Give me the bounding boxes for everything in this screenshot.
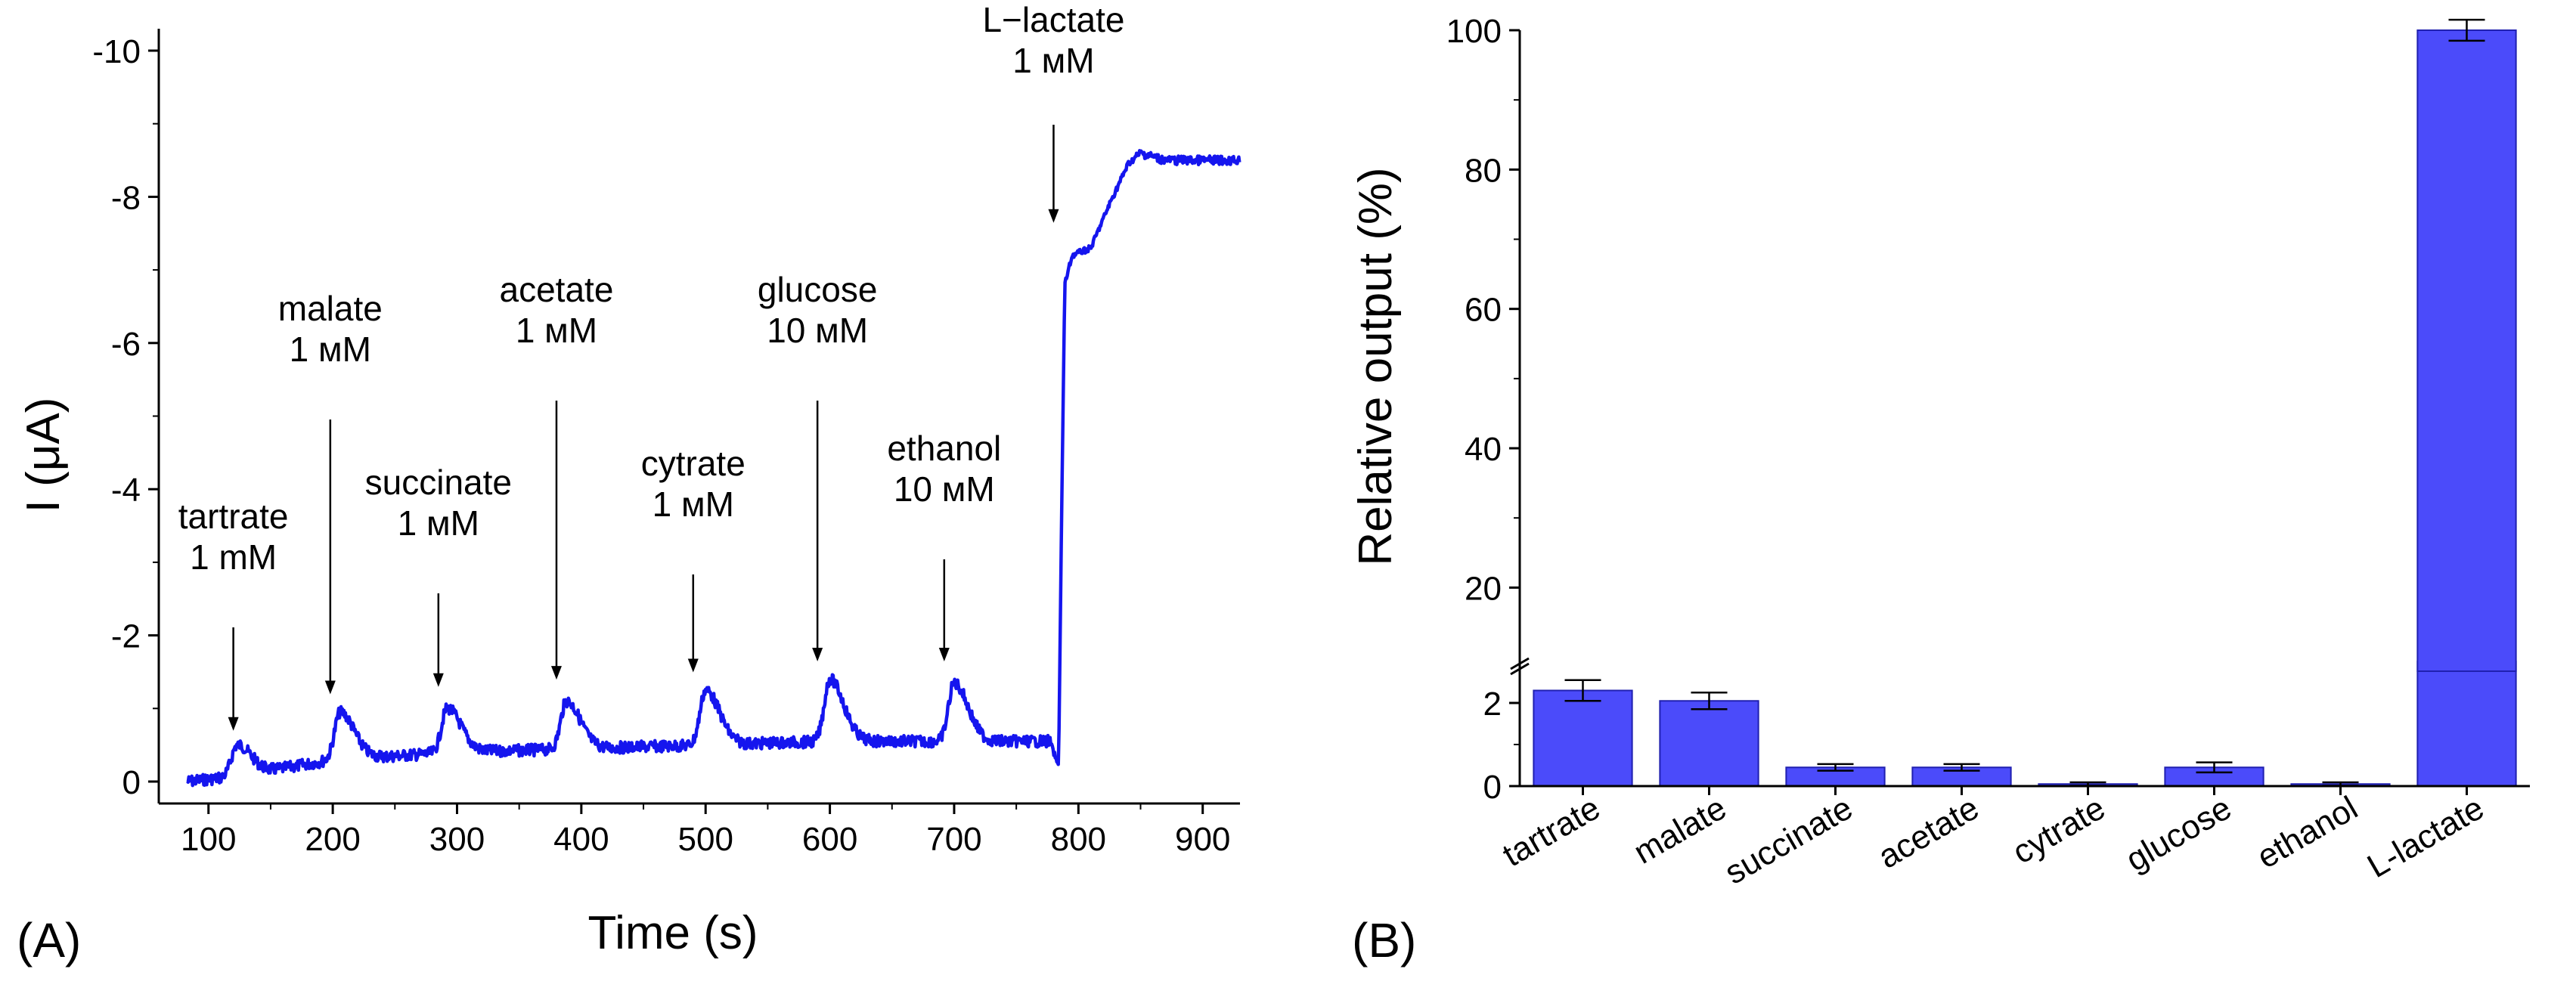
y-tick-label: -2 [111, 618, 141, 655]
category-label: glucose [2120, 789, 2238, 878]
annotation-name: malate [278, 289, 383, 328]
x-tick-label: 300 [429, 821, 485, 858]
annotation-concentration: 10 мМ [767, 311, 868, 350]
y-tick-label: 80 [1465, 152, 1502, 189]
x-tick-label: 100 [181, 821, 236, 858]
annotation-name: succinate [365, 463, 512, 502]
annotation-name: acetate [500, 270, 614, 309]
annotation-arrow-head [938, 647, 950, 661]
panel-a-axes: 100 200 300 400 500 600 700 800 900 0 -2 -4 -6 -8 -10 [92, 29, 1240, 858]
bars-layer [1533, 18, 2517, 787]
category-label: ethanol [2251, 789, 2364, 876]
annotation-arrow-head [228, 717, 239, 731]
x-tick-label: 900 [1175, 821, 1230, 858]
annotation-concentration: 1 мМ [398, 503, 479, 543]
bar-l-lactate [2416, 18, 2517, 787]
bar-succinate [1785, 763, 1886, 787]
category-label: acetate [1872, 789, 1985, 876]
y-tick-label: -4 [111, 472, 141, 509]
y-tick-label: 40 [1465, 431, 1502, 468]
annotation-arrow-head [1048, 209, 1059, 223]
annotation-concentration: 1 мМ [653, 485, 734, 524]
annotation-arrow-head [812, 647, 823, 661]
annotation-name: glucose [758, 270, 878, 309]
annotation-name: cytrate [641, 444, 746, 483]
bar-rect [1533, 689, 1633, 787]
category-label: malate [1628, 789, 1733, 871]
bar-rect [1659, 700, 1759, 787]
panel-b-label: (B) [1352, 913, 1416, 967]
annotation-concentration: 1 мМ [1012, 41, 1094, 80]
category-label: cytrate [2007, 789, 2112, 871]
y-tick-label: 60 [1465, 292, 1502, 329]
bar-rect-upper [2416, 29, 2517, 672]
y-tick-label: 2 [1483, 686, 1502, 723]
annotation-name: tartrate [178, 497, 289, 536]
annotation-arrow-head [687, 658, 699, 673]
y-tick-label: -8 [111, 179, 141, 216]
x-tick-label: 500 [678, 821, 733, 858]
annotation-concentration: 1 мМ [290, 330, 371, 369]
y-tick-label: 100 [1446, 13, 1502, 50]
annotation-concentration: 10 мМ [894, 469, 995, 509]
axis-break-mark-lower [1510, 657, 1530, 670]
category-label: succinate [1719, 789, 1858, 891]
annotation-arrow-head [550, 666, 562, 680]
annotation-arrow-head [324, 680, 336, 695]
y-tick-label: 0 [1483, 769, 1502, 806]
bar-rect-lower [2416, 661, 2517, 787]
x-tick-label: 700 [926, 821, 981, 858]
bar-malate [1659, 692, 1759, 787]
y-tick-label: -10 [92, 33, 141, 70]
bar-acetate [1911, 763, 2012, 787]
current-trace-layer [186, 149, 1242, 788]
annotation-arrow-head [432, 673, 444, 687]
x-tick-label: 600 [802, 821, 857, 858]
annotation-name: ethanol [887, 429, 1001, 468]
category-label: L-lactate [2361, 789, 2491, 885]
x-tick-label: 800 [1051, 821, 1106, 858]
category-label: tartrate [1496, 789, 1606, 874]
panel-a-x-axis-label: Time (s) [588, 907, 758, 959]
panel-a-y-axis-label: I (μA) [17, 398, 70, 513]
x-tick-label: 400 [553, 821, 609, 858]
axis-break-mark-upper [1510, 662, 1530, 676]
bar-glucose [2164, 761, 2264, 787]
annotation-concentration: 1 mM [190, 537, 277, 577]
y-tick-label: -6 [111, 326, 141, 363]
panel-a-label: (A) [17, 913, 81, 967]
bar-tartrate [1533, 679, 1633, 787]
annotation-concentration: 1 мМ [516, 311, 597, 350]
current-trace-line [186, 149, 1242, 788]
panel-b-y-axis-label: Relative output (%) [1350, 167, 1402, 565]
annotation-name: L−lactate [982, 0, 1124, 39]
y-tick-label: 20 [1465, 570, 1502, 607]
y-tick-label: 0 [122, 764, 141, 801]
x-tick-label: 200 [305, 821, 360, 858]
